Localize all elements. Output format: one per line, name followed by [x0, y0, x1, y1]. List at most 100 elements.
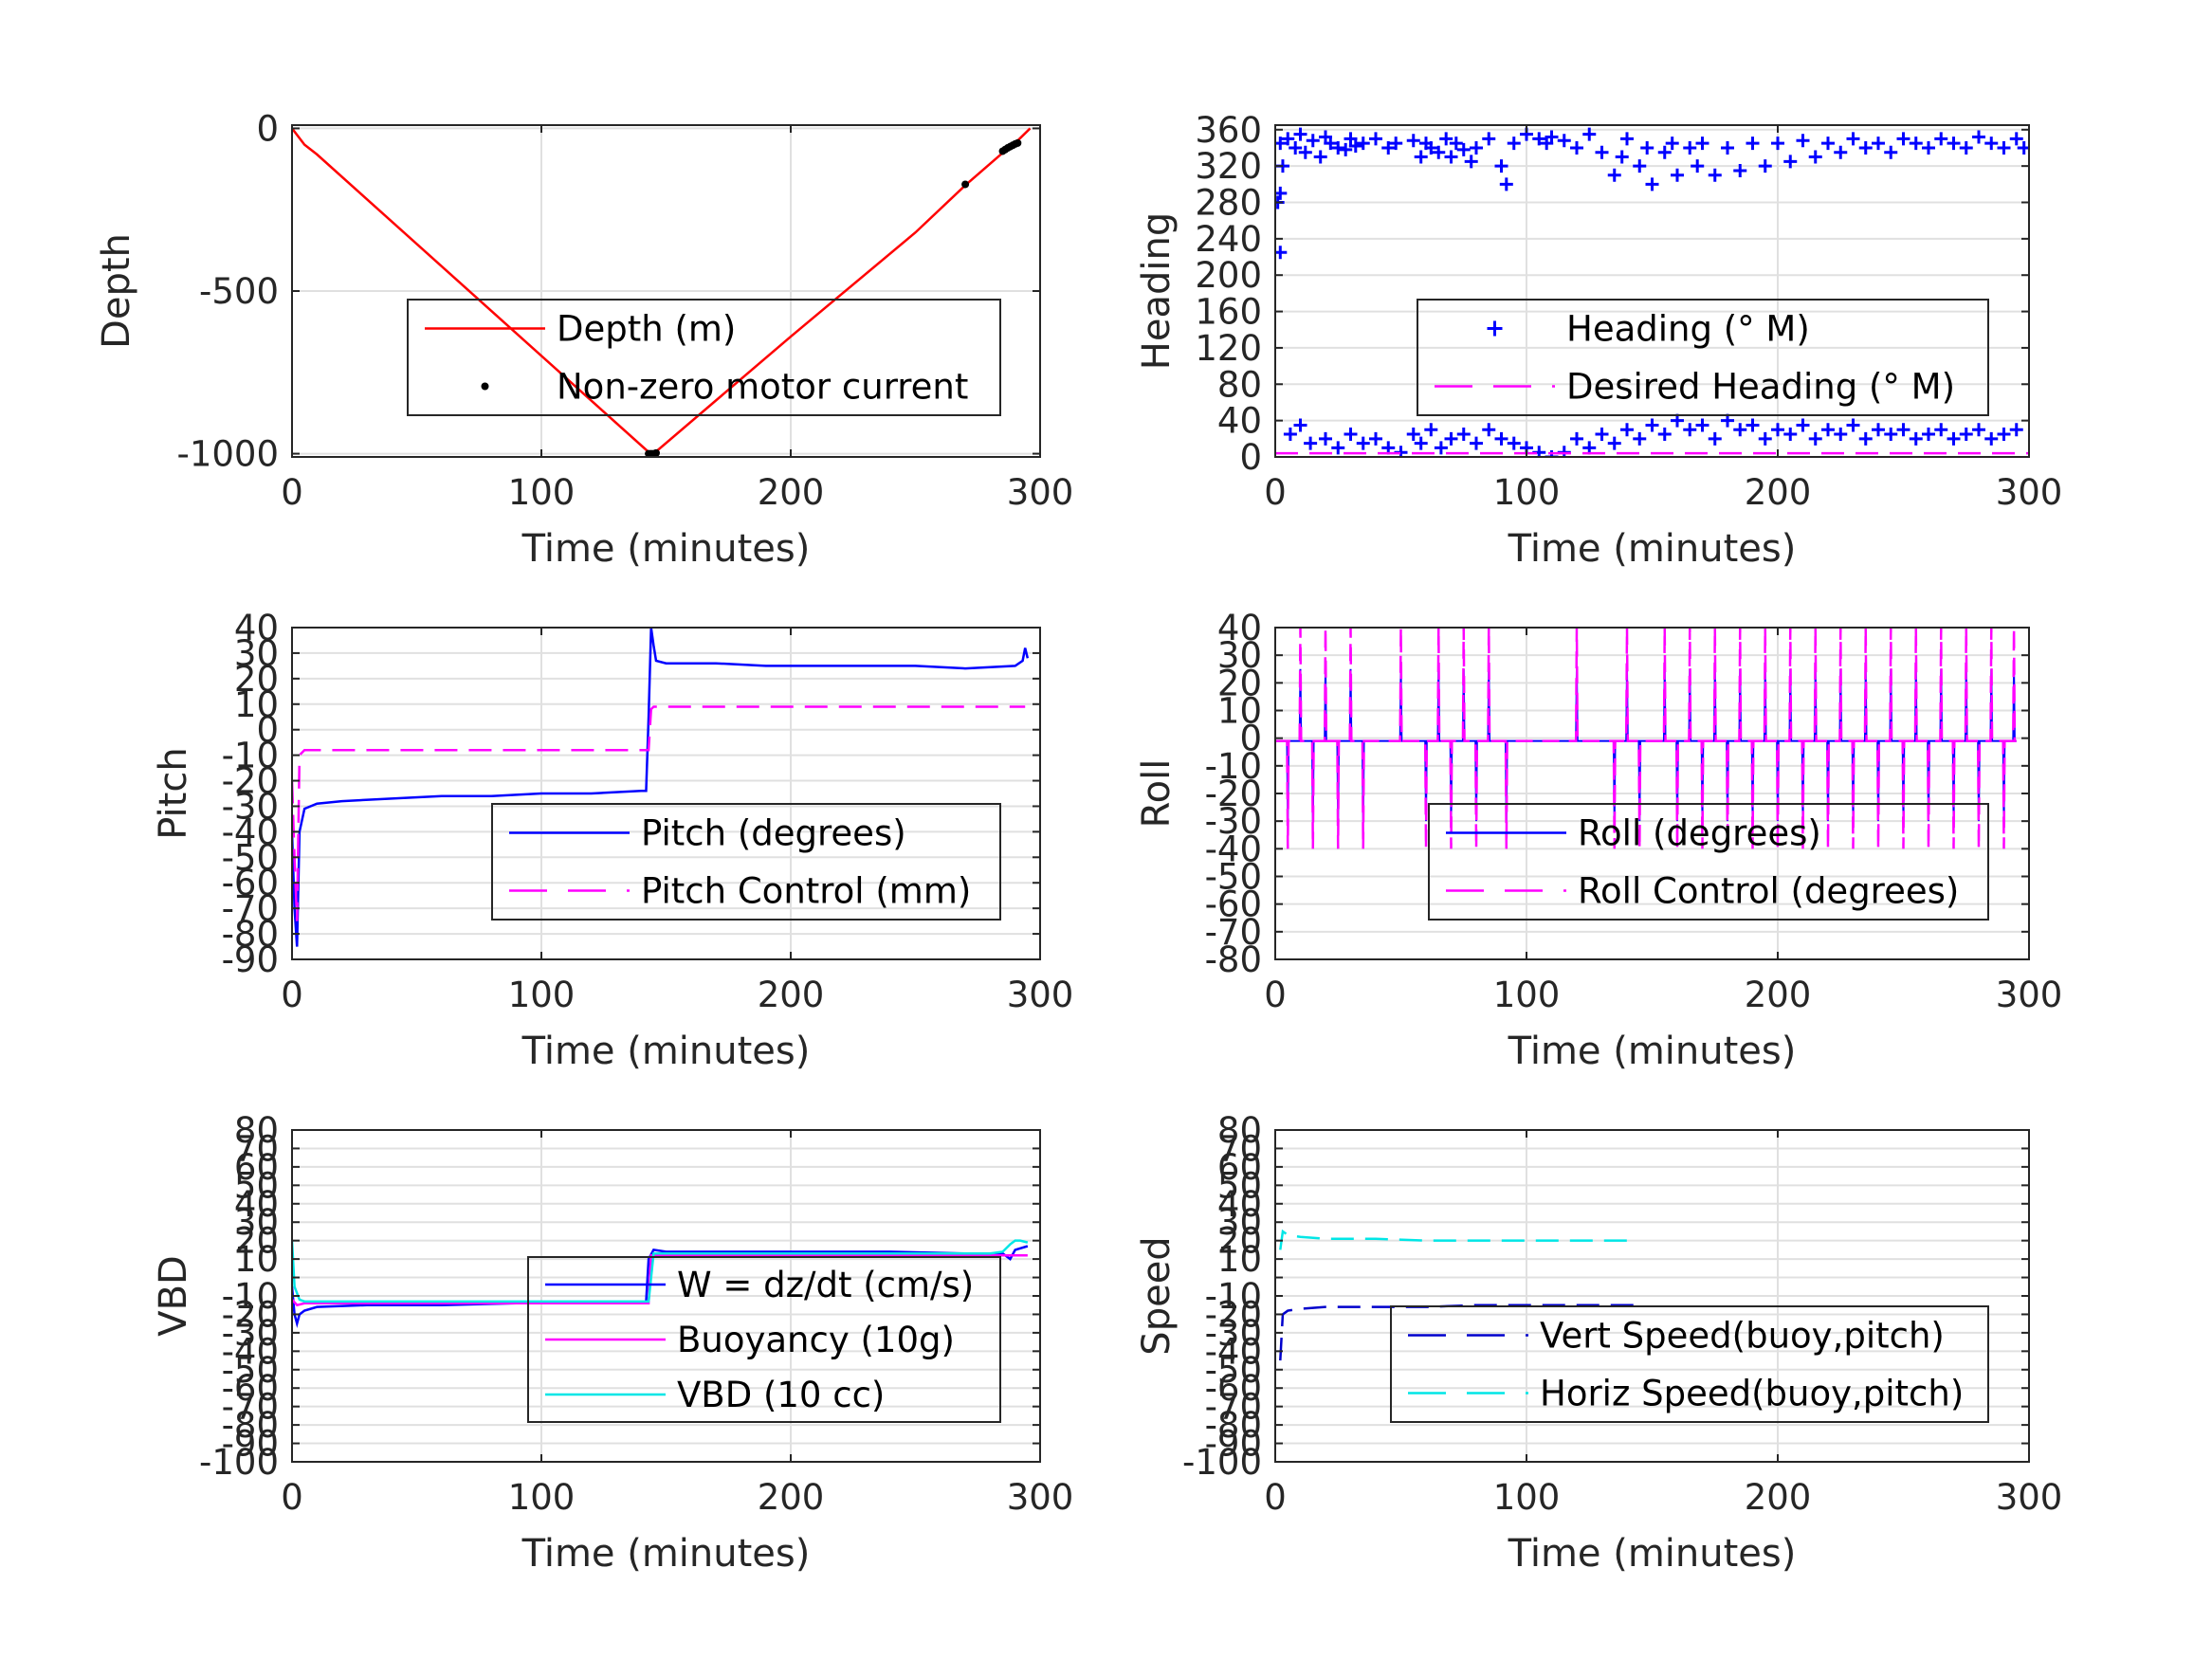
series-heading-0-point	[1582, 127, 1597, 141]
y-tick-label: -50	[1205, 1350, 1262, 1391]
series-heading-0-point	[1595, 428, 1609, 442]
y-tick-label: 120	[1195, 328, 1262, 369]
legend-label: Desired Heading (° M)	[1566, 367, 1955, 408]
legend-roll: Roll (degrees) Roll Control (degrees)	[1428, 803, 1989, 921]
series-heading-0-point	[1293, 418, 1307, 432]
series-vbd-1	[292, 1253, 1028, 1307]
series-heading-0-point	[1414, 436, 1428, 450]
series-pitch	[292, 628, 1030, 947]
y-tick-label: -10	[222, 736, 279, 776]
series-heading-0-point	[1389, 137, 1403, 151]
legend-vbd: W = dz/dt (cm/s) Buoyancy (10g) VBD (10 cc…	[527, 1256, 1001, 1423]
x-tick-label: 0	[281, 472, 303, 513]
y-tick-label: -80	[222, 1405, 279, 1446]
legend-box	[407, 299, 1001, 416]
x-axis-label: Time (minutes)	[1508, 1532, 1797, 1576]
series-heading-0-point	[1570, 140, 1583, 155]
x-tick-label: 300	[1996, 472, 2063, 513]
series-heading-0-point	[2009, 132, 2023, 146]
series-heading-0-point	[1339, 142, 1353, 156]
x-tick-label: 100	[1493, 975, 1561, 1015]
series-heading-0-point	[1615, 150, 1629, 164]
series-heading-0-point	[1532, 132, 1546, 146]
series-heading-0-point	[1331, 441, 1345, 455]
y-tick-label: 200	[1195, 255, 1262, 296]
series-heading-0-point	[1721, 140, 1734, 155]
series-heading-0-point	[1313, 150, 1327, 164]
x-tick-label: 300	[1996, 975, 2063, 1015]
series-heading-0-point	[1640, 140, 1654, 155]
series-heading-0-point	[1922, 140, 1935, 155]
series-heading-0-point	[1997, 428, 2011, 442]
series-depth-1-point	[961, 180, 970, 189]
series-heading-0-point	[1306, 134, 1320, 148]
legend-marker	[481, 382, 489, 391]
series-heading-0-point	[1344, 132, 1358, 146]
x-tick-label: 200	[758, 1477, 825, 1518]
x-axis-label: Time (minutes)	[521, 527, 811, 571]
series-heading-0-point	[1620, 423, 1634, 437]
series-heading-0-point	[1456, 428, 1471, 442]
series-heading-0-point	[1348, 139, 1362, 154]
y-tick-label: -40	[1205, 829, 1262, 869]
series-vbd	[292, 1239, 1029, 1328]
y-tick-label: -30	[1205, 1313, 1262, 1354]
series-vbd-2	[292, 1239, 1029, 1304]
x-tick-label: 200	[1745, 975, 1812, 1015]
x-tick-label: 0	[281, 1477, 303, 1518]
series-heading-0-point	[1304, 436, 1318, 450]
y-tick-label: -50	[222, 1350, 279, 1391]
legend-label: Buoyancy (10g)	[677, 1320, 955, 1360]
legend-box	[1390, 1305, 1989, 1423]
y-tick-label: 0	[1239, 719, 1262, 759]
legend-marker	[1487, 320, 1503, 337]
series-heading-0-point	[1482, 132, 1496, 146]
y-tick-label: -500	[199, 271, 279, 312]
series-heading-0-point	[1708, 168, 1722, 182]
y-tick-label: -80	[222, 914, 279, 955]
x-tick-label: 200	[1745, 1477, 1812, 1518]
y-tick-label: -100	[199, 1442, 279, 1483]
series-heading-0-point	[1444, 150, 1458, 164]
series-heading-0-point	[1758, 159, 1772, 173]
series-pitch-0	[292, 628, 1030, 947]
series-heading-0-point	[1771, 423, 1784, 437]
x-tick-label: 100	[508, 472, 576, 513]
x-tick-label: 100	[508, 1477, 576, 1518]
series-heading-0-point	[1984, 431, 1999, 446]
series-heading-0-point	[1356, 436, 1370, 450]
legend-label: Roll Control (degrees)	[1578, 871, 1959, 912]
y-tick-label: -90	[222, 1424, 279, 1465]
series-heading-0-point	[1884, 428, 1898, 442]
series-heading-0-point	[1331, 140, 1345, 155]
y-tick-label: -70	[222, 888, 279, 929]
y-tick-label: 50	[1217, 1165, 1262, 1206]
series-heading-0-point	[1796, 418, 1810, 432]
series-heading-0-point	[1858, 431, 1873, 446]
series-heading-0-point	[1959, 140, 1973, 155]
legend-box	[1428, 803, 1989, 921]
y-tick-label: 160	[1195, 292, 1262, 333]
series-heading	[1275, 127, 2029, 457]
panel-vbd: 0 100 200 300 8070605040302010-10-20-30-40-5…	[152, 1110, 1073, 1576]
series-heading-0-point	[1432, 145, 1446, 159]
y-tick-label: 40	[1217, 1184, 1262, 1225]
y-tick-label: -60	[222, 1368, 279, 1409]
y-tick-label: -30	[222, 1313, 279, 1354]
series-heading-0-point	[1695, 418, 1709, 432]
x-tick-label: 100	[508, 975, 576, 1015]
series-heading-0-point	[1439, 132, 1453, 146]
series-heading-0-point	[1733, 163, 1747, 177]
series-heading-0-point	[1434, 441, 1448, 455]
series-depth-1-point	[1014, 138, 1022, 147]
series-heading-0-point	[1456, 142, 1471, 156]
series-heading-0-point	[1298, 145, 1312, 159]
y-tick-label: -10	[1205, 1276, 1262, 1317]
legend-heading: Heading (° M) Desired Heading (° M)	[1417, 299, 1989, 416]
x-axis-label: Time (minutes)	[521, 1030, 811, 1073]
series-heading-0-point	[1470, 140, 1483, 155]
x-tick-label: 200	[758, 472, 825, 513]
x-tick-label: 200	[1745, 472, 1812, 513]
series-heading-0-point	[1959, 428, 1973, 442]
y-axis-label: Roll	[1135, 759, 1179, 829]
